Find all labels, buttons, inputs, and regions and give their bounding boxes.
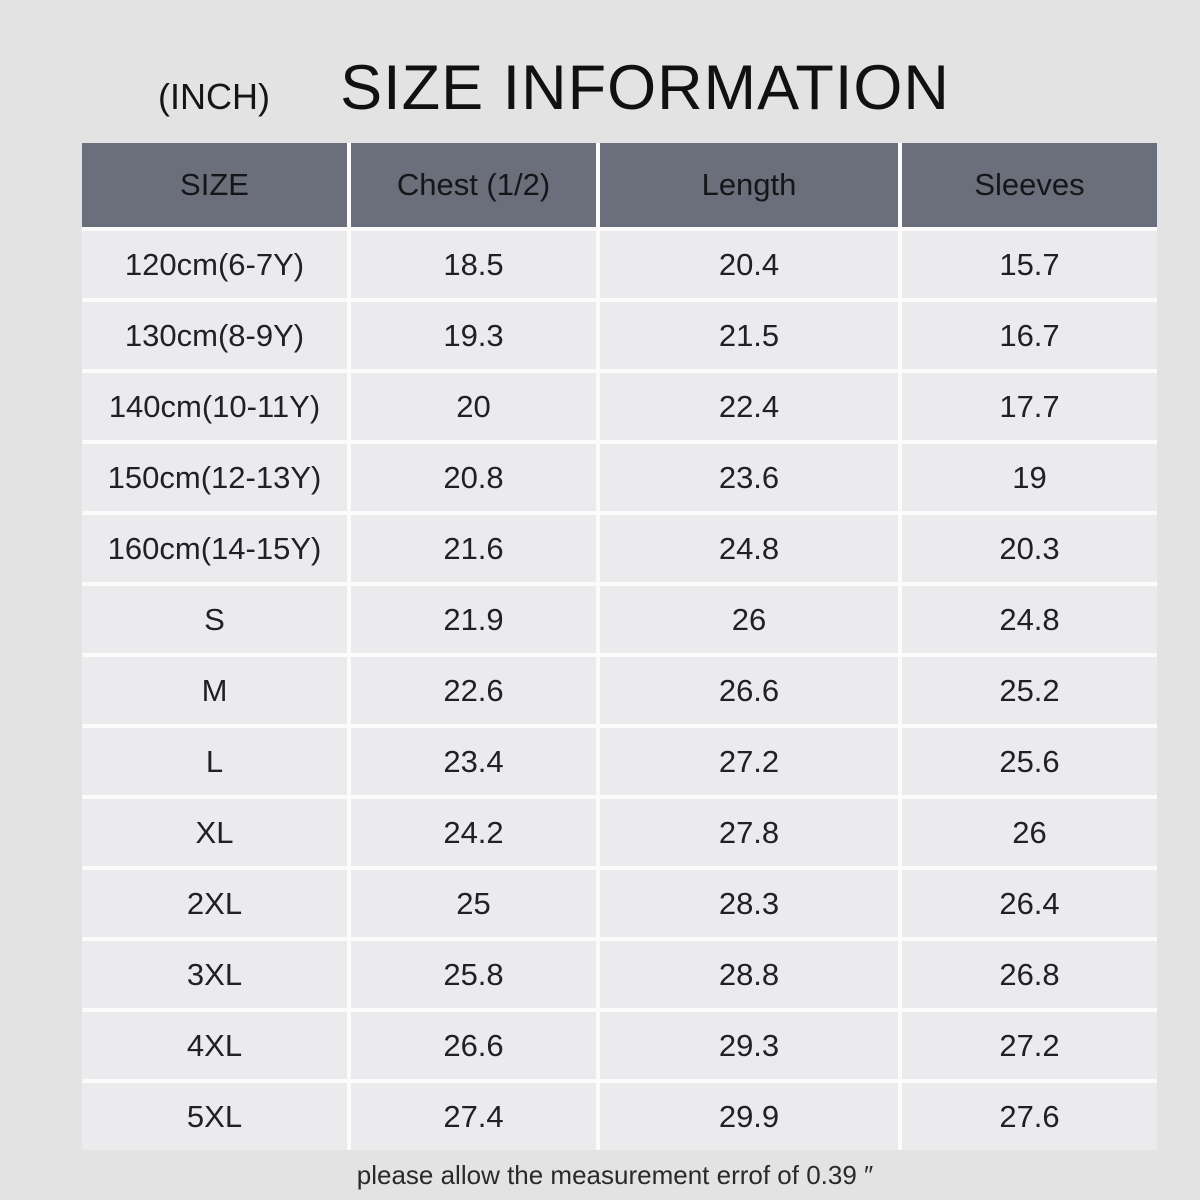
row-label: M (82, 657, 347, 724)
row-label: L (82, 728, 347, 795)
length-value: 20.4 (600, 231, 898, 298)
chest-value: 25.8 (351, 941, 596, 1008)
chest-value: 21.9 (351, 586, 596, 653)
row-label: 130cm(8-9Y) (82, 302, 347, 369)
sleeves-value: 27.2 (902, 1012, 1157, 1079)
row-label: 150cm(12-13Y) (82, 444, 347, 511)
chest-value: 24.2 (351, 799, 596, 866)
unit-label: (INCH) (158, 76, 270, 117)
chest-value: 19.3 (351, 302, 596, 369)
sleeves-value: 19 (902, 444, 1157, 511)
page-title: SIZE INFORMATION (340, 53, 950, 123)
chest-value: 25 (351, 870, 596, 937)
length-value: 24.8 (600, 515, 898, 582)
length-value: 29.3 (600, 1012, 898, 1079)
sleeves-value: 15.7 (902, 231, 1157, 298)
row-label: 120cm(6-7Y) (82, 231, 347, 298)
length-value: 29.9 (600, 1083, 898, 1150)
sleeves-value: 25.2 (902, 657, 1157, 724)
length-value: 26 (600, 586, 898, 653)
length-value: 27.2 (600, 728, 898, 795)
length-value: 26.6 (600, 657, 898, 724)
row-label: 140cm(10-11Y) (82, 373, 347, 440)
sleeves-value: 24.8 (902, 586, 1157, 653)
length-value: 21.5 (600, 302, 898, 369)
row-label: 3XL (82, 941, 347, 1008)
title-row: (INCH) SIZE INFORMATION (0, 0, 1200, 143)
chest-value: 22.6 (351, 657, 596, 724)
sleeves-value: 20.3 (902, 515, 1157, 582)
row-label: S (82, 586, 347, 653)
column-header-size: SIZE (82, 143, 347, 227)
sleeves-value: 16.7 (902, 302, 1157, 369)
row-label: 160cm(14-15Y) (82, 515, 347, 582)
length-value: 28.8 (600, 941, 898, 1008)
length-value: 22.4 (600, 373, 898, 440)
column-header-length: Length (600, 143, 898, 227)
chest-value: 18.5 (351, 231, 596, 298)
length-value: 28.3 (600, 870, 898, 937)
length-value: 23.6 (600, 444, 898, 511)
sleeves-value: 26.4 (902, 870, 1157, 937)
chest-value: 23.4 (351, 728, 596, 795)
chest-value: 21.6 (351, 515, 596, 582)
sleeves-value: 26.8 (902, 941, 1157, 1008)
sleeves-value: 25.6 (902, 728, 1157, 795)
chest-value: 20.8 (351, 444, 596, 511)
chest-value: 27.4 (351, 1083, 596, 1150)
chest-value: 26.6 (351, 1012, 596, 1079)
sleeves-value: 27.6 (902, 1083, 1157, 1150)
row-label: 2XL (82, 870, 347, 937)
size-table: SIZE Chest (1/2) Length Sleeves 120cm(6-… (82, 143, 1157, 1150)
column-header-chest: Chest (1/2) (351, 143, 596, 227)
sleeves-value: 17.7 (902, 373, 1157, 440)
length-value: 27.8 (600, 799, 898, 866)
sleeves-value: 26 (902, 799, 1157, 866)
measurement-note: please allow the measurement errof of 0.… (356, 1160, 874, 1190)
row-label: 5XL (82, 1083, 347, 1150)
row-label: XL (82, 799, 347, 866)
chest-value: 20 (351, 373, 596, 440)
column-header-sleeves: Sleeves (902, 143, 1157, 227)
row-label: 4XL (82, 1012, 347, 1079)
